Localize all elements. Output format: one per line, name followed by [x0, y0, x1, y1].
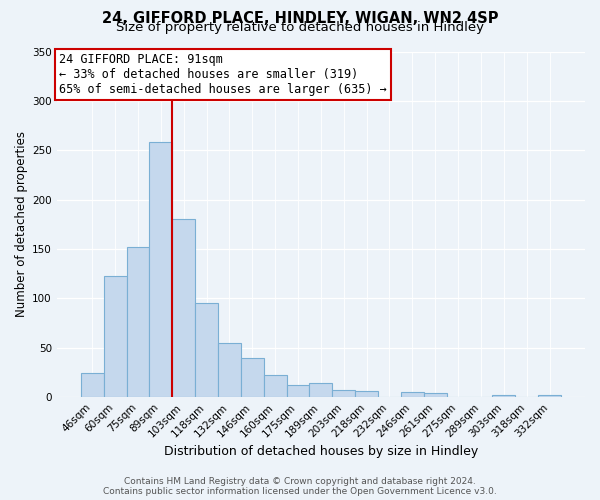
Bar [149, 142, 172, 397]
Text: Contains HM Land Registry data © Crown copyright and database right 2024.
Contai: Contains HM Land Registry data © Crown c… [103, 476, 497, 496]
Bar [493, 395, 515, 397]
Bar [81, 372, 104, 397]
Text: Size of property relative to detached houses in Hindley: Size of property relative to detached ho… [116, 22, 484, 35]
Bar [241, 358, 264, 397]
Bar [264, 376, 287, 397]
Bar [172, 220, 195, 397]
Text: 24, GIFFORD PLACE, HINDLEY, WIGAN, WN2 4SP: 24, GIFFORD PLACE, HINDLEY, WIGAN, WN2 4… [102, 11, 498, 26]
Bar [104, 276, 127, 397]
Bar [401, 392, 424, 397]
Bar [218, 343, 241, 397]
Text: 24 GIFFORD PLACE: 91sqm
← 33% of detached houses are smaller (319)
65% of semi-d: 24 GIFFORD PLACE: 91sqm ← 33% of detache… [59, 53, 387, 96]
Bar [287, 386, 310, 397]
Bar [195, 304, 218, 397]
Bar [355, 392, 378, 397]
Bar [127, 247, 149, 397]
Bar [332, 390, 355, 397]
Bar [424, 394, 446, 397]
Bar [538, 395, 561, 397]
X-axis label: Distribution of detached houses by size in Hindley: Distribution of detached houses by size … [164, 444, 478, 458]
Bar [310, 384, 332, 397]
Y-axis label: Number of detached properties: Number of detached properties [15, 132, 28, 318]
